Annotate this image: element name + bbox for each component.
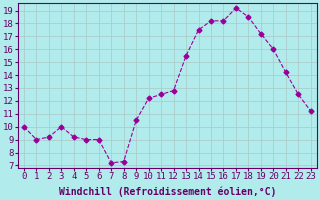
X-axis label: Windchill (Refroidissement éolien,°C): Windchill (Refroidissement éolien,°C) bbox=[59, 187, 276, 197]
